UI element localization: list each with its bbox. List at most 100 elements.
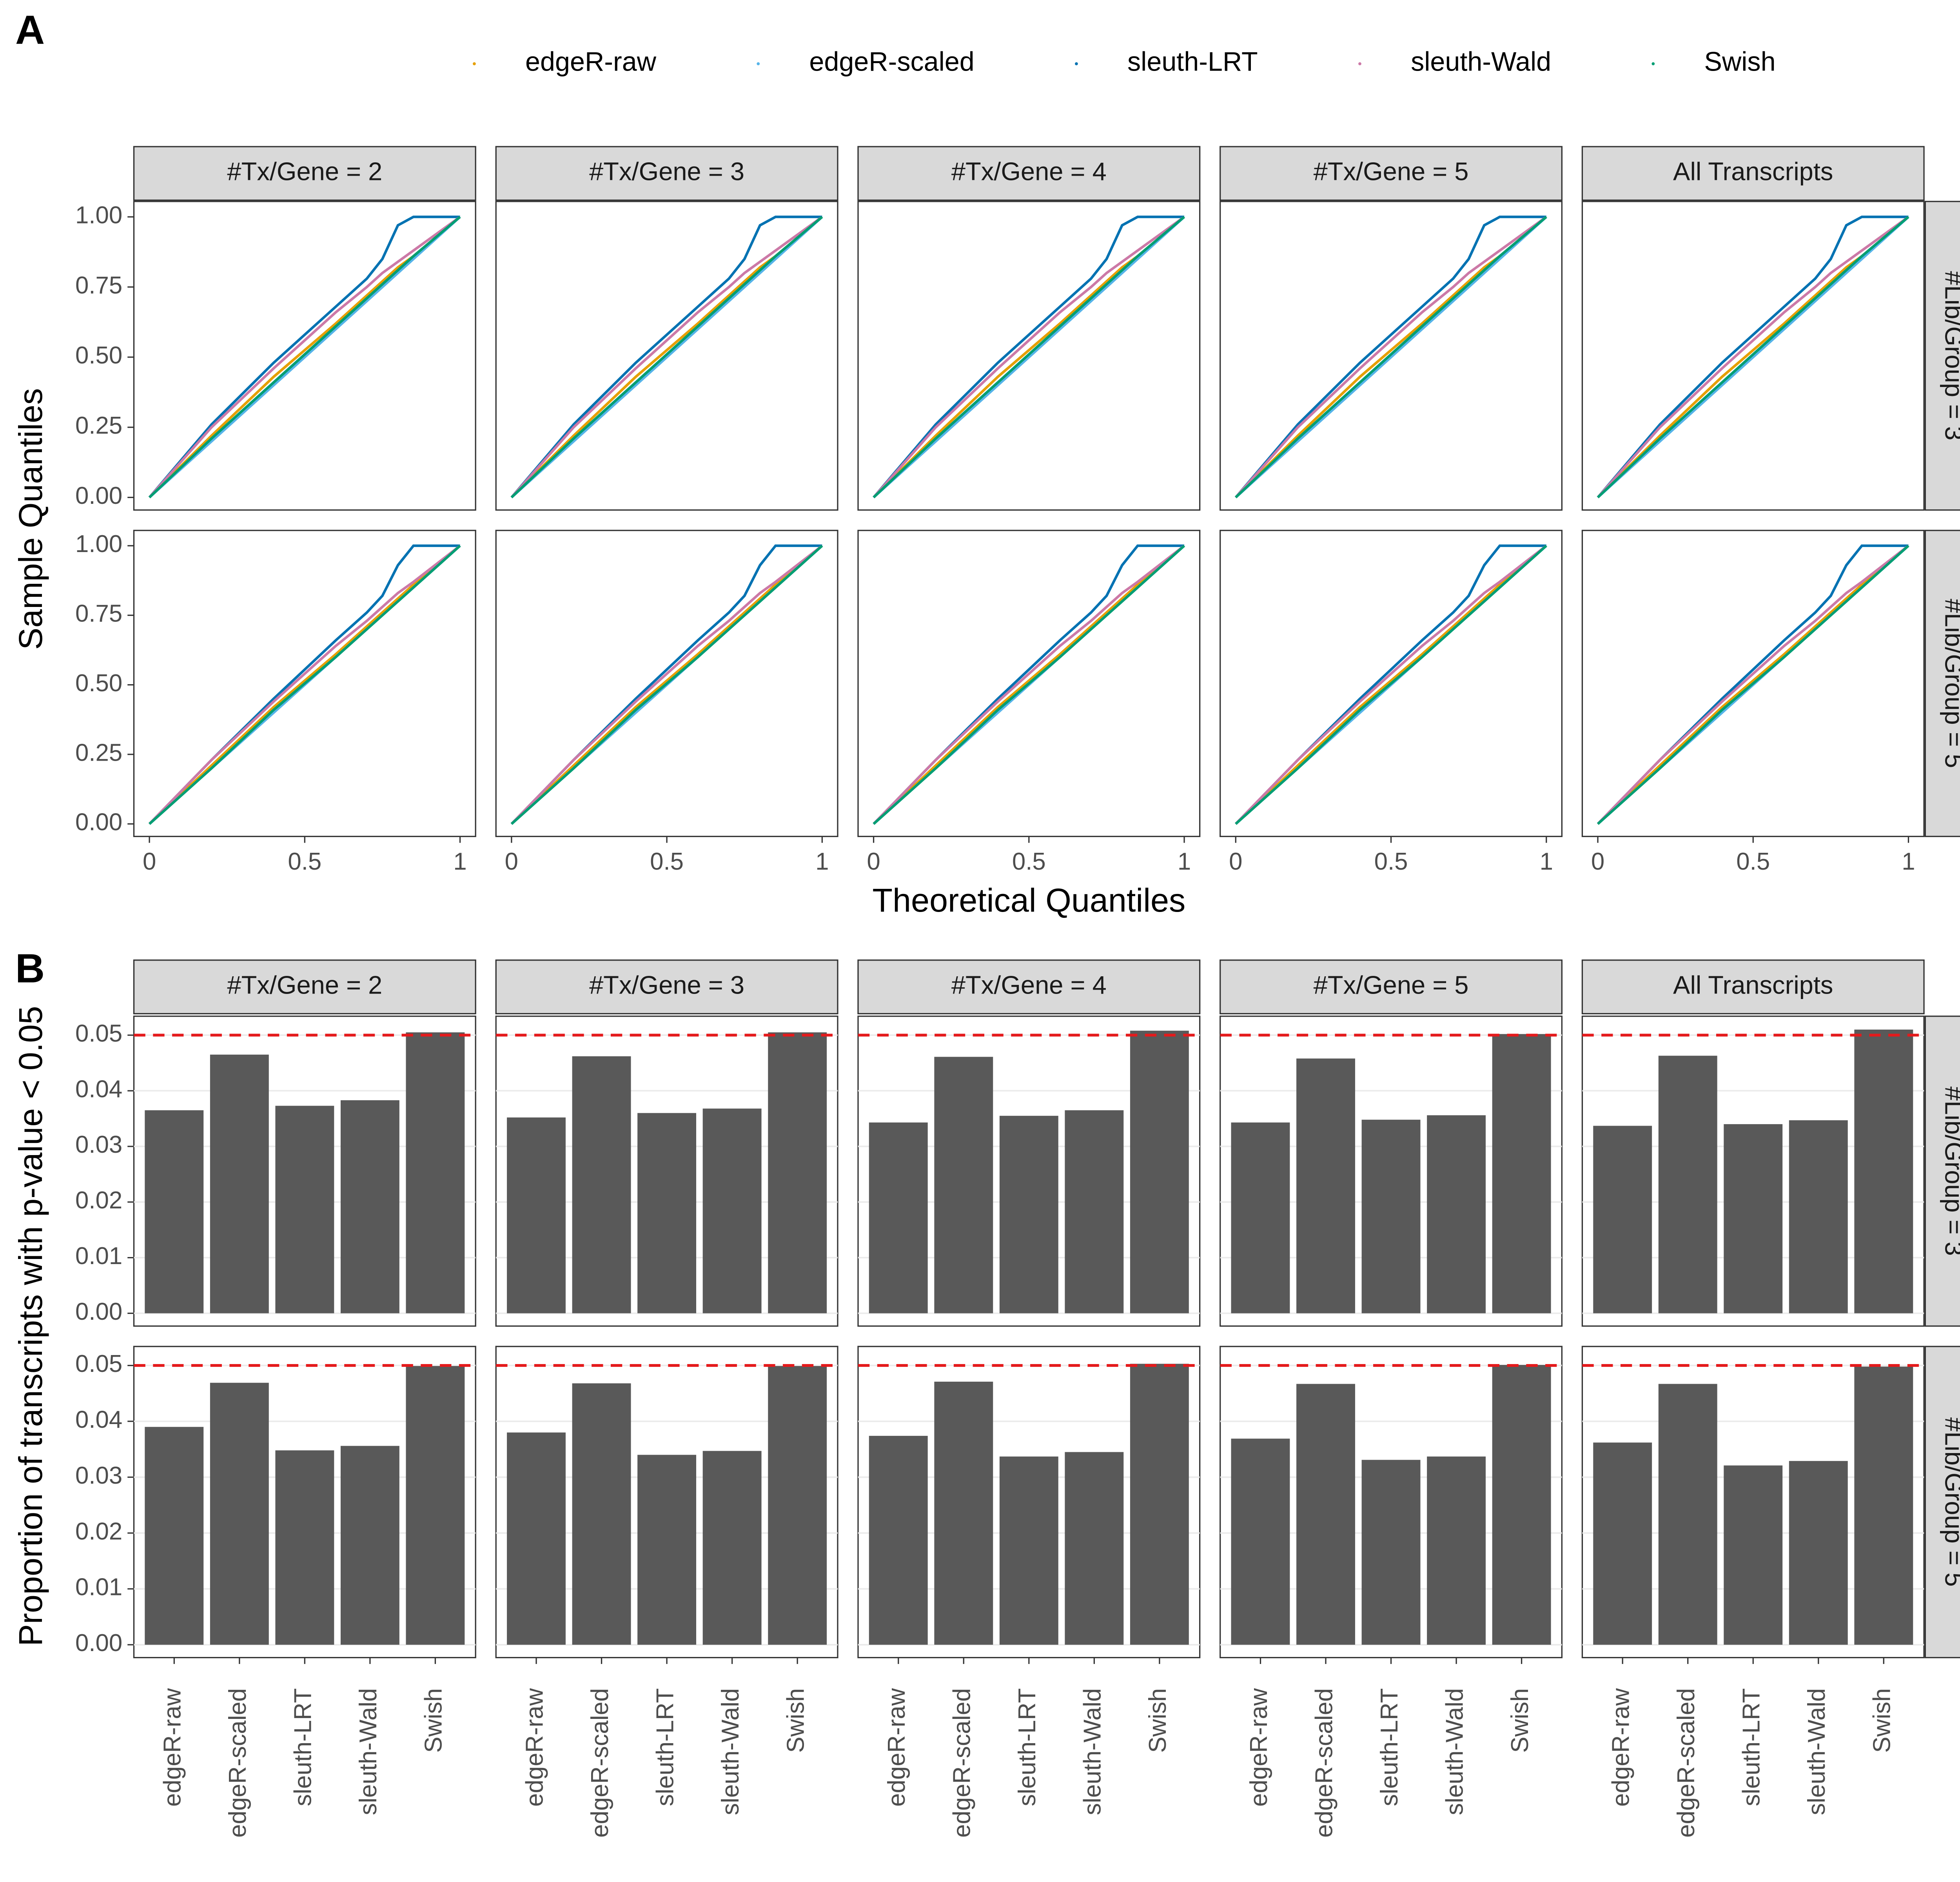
strip-label: All Transcripts xyxy=(1673,970,1833,999)
bar xyxy=(1361,1119,1421,1313)
x-tick-label: edgeR-raw xyxy=(159,1688,186,1807)
x-tick-label: 1 xyxy=(1902,848,1915,875)
x-tick-label: sleuth-LRT xyxy=(1376,1688,1403,1806)
bar xyxy=(1065,1110,1124,1313)
qq-line xyxy=(1597,216,1909,498)
x-tick-label: 0.5 xyxy=(1374,848,1408,875)
bar xyxy=(406,1032,465,1313)
bar xyxy=(1724,1465,1783,1645)
bar xyxy=(702,1451,762,1645)
x-tick-label: 0.5 xyxy=(288,848,321,875)
x-tick-label: sleuth-LRT xyxy=(290,1688,317,1806)
bar xyxy=(145,1110,204,1313)
y-tick-label: 0.01 xyxy=(75,1243,122,1270)
legend-dot xyxy=(757,62,760,65)
strip xyxy=(1924,201,1960,511)
qq-line xyxy=(873,545,1185,825)
bar xyxy=(572,1056,631,1313)
qq-line xyxy=(1235,545,1547,825)
qq-line xyxy=(510,545,823,825)
strip xyxy=(1924,1015,1960,1327)
qq-line xyxy=(1234,216,1547,498)
qq-line xyxy=(148,545,461,825)
strip-label: #Tx/Gene = 3 xyxy=(589,970,744,999)
strip-label: #Lib/Group = 3 xyxy=(1940,271,1960,440)
legend-dot xyxy=(473,62,476,65)
bar xyxy=(934,1381,993,1645)
x-tick-label: 0 xyxy=(1591,848,1604,875)
legend-label: edgeR-scaled xyxy=(809,47,974,77)
legend-label: sleuth-Wald xyxy=(1411,47,1551,77)
bar xyxy=(1296,1384,1355,1645)
x-tick-label: 0.5 xyxy=(1736,848,1770,875)
bar xyxy=(145,1427,204,1645)
bar xyxy=(768,1366,827,1645)
bar xyxy=(1789,1120,1848,1313)
bar xyxy=(340,1446,399,1645)
bar xyxy=(507,1432,566,1645)
strip xyxy=(495,146,838,201)
legend-label: sleuth-LRT xyxy=(1127,47,1258,77)
legend-dot xyxy=(1651,62,1655,65)
y-tick-label: 1.00 xyxy=(75,530,122,558)
y-tick-label: 0.04 xyxy=(75,1406,122,1433)
x-tick-label: sleuth-Wald xyxy=(717,1688,744,1815)
qq-line xyxy=(510,216,823,498)
y-tick-label: 0.00 xyxy=(75,809,122,836)
bar xyxy=(1492,1034,1551,1313)
x-tick-label: 1 xyxy=(1178,848,1191,875)
x-axis-title: Theoretical Quantiles xyxy=(872,881,1185,919)
y-tick-label: 0.75 xyxy=(75,600,122,627)
y-tick-label: 0.05 xyxy=(75,1350,122,1377)
bar xyxy=(637,1113,697,1313)
strip xyxy=(857,146,1201,201)
x-tick-label: 0 xyxy=(867,848,880,875)
x-tick-label: Swish xyxy=(1506,1688,1534,1753)
y-tick-label: 0.03 xyxy=(75,1462,122,1489)
bar xyxy=(768,1032,827,1313)
bar xyxy=(340,1100,399,1313)
y-tick-label: 0.00 xyxy=(75,1298,122,1325)
bar xyxy=(507,1117,566,1313)
x-tick-label: edgeR-scaled xyxy=(224,1688,251,1838)
bar xyxy=(1593,1126,1652,1313)
qq-line xyxy=(1235,216,1547,498)
y-tick-label: 0.50 xyxy=(75,342,122,369)
x-tick-label: 0 xyxy=(1229,848,1242,875)
bar xyxy=(572,1383,631,1645)
y-tick-label: 0.05 xyxy=(75,1020,122,1047)
qq-line xyxy=(1235,216,1547,499)
strip-label: #Lib/Group = 5 xyxy=(1940,599,1960,768)
x-tick-label: edgeR-raw xyxy=(521,1688,548,1807)
strip-label: #Tx/Gene = 3 xyxy=(589,157,744,185)
x-tick-label: edgeR-raw xyxy=(1245,1688,1272,1807)
bar xyxy=(1130,1364,1189,1645)
bar xyxy=(1361,1460,1421,1645)
x-tick-label: sleuth-Wald xyxy=(1079,1688,1106,1815)
y-tick-label: 0.00 xyxy=(75,1629,122,1657)
strip-label: #Tx/Gene = 5 xyxy=(1314,157,1469,185)
x-tick-label: sleuth-Wald xyxy=(1441,1688,1468,1815)
qq-line xyxy=(510,545,823,825)
qq-line xyxy=(1597,215,1909,498)
x-tick-label: edgeR-scaled xyxy=(1673,1688,1700,1838)
x-tick-label: Swish xyxy=(420,1688,447,1753)
bar xyxy=(210,1382,269,1645)
strip xyxy=(1924,1346,1960,1659)
y-tick-label: 1.00 xyxy=(75,202,122,229)
bar xyxy=(1130,1030,1189,1313)
x-tick-label: edgeR-scaled xyxy=(586,1688,613,1838)
y-tick-label: 0.25 xyxy=(75,412,122,439)
strip-label: #Tx/Gene = 4 xyxy=(951,970,1107,999)
x-tick-label: sleuth-Wald xyxy=(1803,1688,1830,1815)
bar xyxy=(1065,1452,1124,1645)
qq-line xyxy=(1597,545,1909,825)
bar xyxy=(999,1456,1058,1645)
qq-line xyxy=(510,216,823,498)
bar xyxy=(702,1108,762,1313)
x-tick-label: sleuth-LRT xyxy=(1014,1688,1041,1806)
bar xyxy=(1854,1029,1913,1313)
y-tick-label: 0.04 xyxy=(75,1075,122,1103)
qq-line xyxy=(1234,215,1546,498)
